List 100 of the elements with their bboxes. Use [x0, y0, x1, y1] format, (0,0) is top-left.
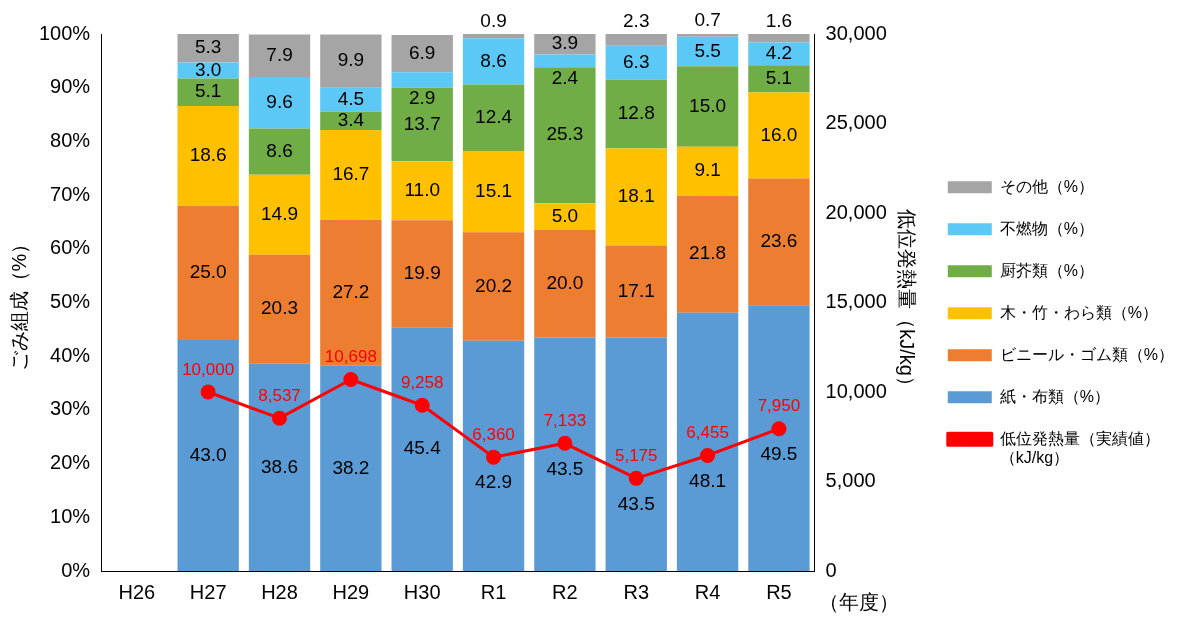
data-label: 8,537 — [258, 385, 301, 405]
data-label: 10,000 — [182, 359, 235, 379]
data-label: 45.4 — [403, 437, 442, 459]
x-tick-label: R1 — [480, 580, 507, 603]
bar — [248, 34, 311, 77]
bar — [320, 130, 382, 220]
bar — [676, 34, 739, 37]
data-label: 10,698 — [324, 347, 377, 367]
data-label: 16.7 — [332, 163, 370, 185]
bar — [462, 151, 525, 233]
y-axis-title: ごみ組成（%） — [7, 233, 30, 372]
y2-tick-label: 15,000 — [825, 290, 887, 313]
y2-tick-label: 20,000 — [825, 200, 887, 223]
bar — [391, 161, 453, 221]
data-label: 7.9 — [266, 43, 293, 65]
data-label: 9.9 — [337, 49, 365, 71]
y-tick-label: 70% — [50, 182, 91, 205]
data-label: 20.3 — [261, 297, 299, 319]
data-label: 9,258 — [400, 372, 444, 392]
data-label: 15.1 — [475, 179, 513, 201]
bar — [177, 205, 239, 341]
data-label: 20.0 — [546, 271, 584, 293]
y-tick-label: 0% — [61, 558, 91, 581]
data-label: 4.2 — [765, 42, 793, 64]
legend-label: 木・竹・わら類（%） — [999, 303, 1159, 321]
point — [200, 384, 216, 400]
bar — [748, 178, 810, 306]
data-label: 25.0 — [189, 261, 227, 283]
y-tick-label: 90% — [50, 75, 91, 98]
data-label: 15.0 — [689, 94, 727, 116]
bar — [177, 105, 239, 206]
bar — [605, 34, 667, 46]
x-tick-label: H29 — [332, 580, 370, 603]
x-tick-label: H30 — [403, 580, 441, 603]
bar — [248, 363, 311, 571]
legend-label: ビニール・ゴム類（%） — [999, 345, 1175, 363]
point — [557, 435, 573, 451]
data-label: 9.6 — [266, 90, 293, 112]
bar — [462, 232, 525, 341]
data-label: 5,175 — [614, 446, 658, 466]
data-label: 7,133 — [543, 411, 587, 431]
data-label: 6.9 — [408, 41, 436, 63]
bar — [462, 84, 525, 152]
bar — [391, 35, 453, 73]
data-label: 16.0 — [760, 123, 798, 145]
data-label: 8.6 — [266, 139, 293, 161]
data-label: 2.3 — [623, 9, 650, 31]
y2-tick-label: 30,000 — [825, 21, 887, 44]
data-label: 18.6 — [189, 144, 227, 166]
bar — [676, 66, 739, 147]
bar — [248, 254, 311, 364]
bar — [462, 340, 525, 571]
bar — [748, 34, 810, 43]
data-label: 23.6 — [760, 230, 798, 252]
bar — [320, 87, 382, 112]
x-tick-label: R5 — [766, 580, 792, 603]
data-label: 20.2 — [475, 274, 513, 296]
bar — [534, 67, 596, 204]
data-label: 3.9 — [551, 32, 579, 54]
data-label: 1.6 — [765, 10, 793, 32]
legend-label: 厨芥類（%） — [999, 261, 1095, 279]
legend-label: 不燃物（%） — [999, 219, 1095, 237]
data-label: 0.7 — [694, 9, 721, 31]
data-label: 11.0 — [404, 179, 440, 201]
point — [272, 410, 288, 426]
y2-axis-title: 低位発熱量（kJ/kg） — [896, 209, 919, 396]
data-label: 3.0 — [194, 58, 222, 80]
y2-tick-label: 5,000 — [825, 469, 876, 492]
bar — [676, 312, 739, 571]
bar — [248, 76, 311, 129]
data-label: 9.1 — [694, 159, 721, 181]
bar — [177, 78, 239, 106]
data-label: 6.3 — [623, 50, 650, 72]
data-label: 17.1 — [617, 279, 655, 301]
point — [343, 372, 359, 388]
data-label: 49.5 — [760, 442, 798, 464]
data-label: 5.1 — [765, 67, 793, 89]
bar — [534, 230, 596, 338]
x-tick-label: H28 — [261, 580, 298, 603]
x-tick-label: H26 — [118, 580, 156, 603]
x-tick-label: R3 — [623, 580, 650, 603]
y2-tick-label: 10,000 — [825, 379, 887, 402]
legend-label: その他（%） — [999, 177, 1095, 195]
data-label: 8.6 — [480, 49, 507, 71]
point — [414, 397, 430, 413]
bar — [391, 87, 453, 162]
y-tick-label: 30% — [50, 397, 91, 420]
bar — [534, 54, 596, 68]
y-tick-label: 80% — [50, 128, 91, 151]
bar — [605, 148, 667, 246]
bar — [248, 128, 311, 175]
data-label: 25.3 — [546, 123, 584, 145]
data-label: 27.2 — [332, 281, 370, 303]
y-tick-label: 40% — [50, 343, 91, 366]
y2-tick-label: 25,000 — [825, 111, 887, 134]
legend-label: 紙・布類（%） — [999, 387, 1111, 405]
data-label: 5.0 — [551, 204, 579, 226]
bar — [676, 195, 739, 313]
legend-label: 低位発熱量（実績値）（kJ/kg） — [999, 429, 1160, 466]
bar — [462, 38, 525, 85]
